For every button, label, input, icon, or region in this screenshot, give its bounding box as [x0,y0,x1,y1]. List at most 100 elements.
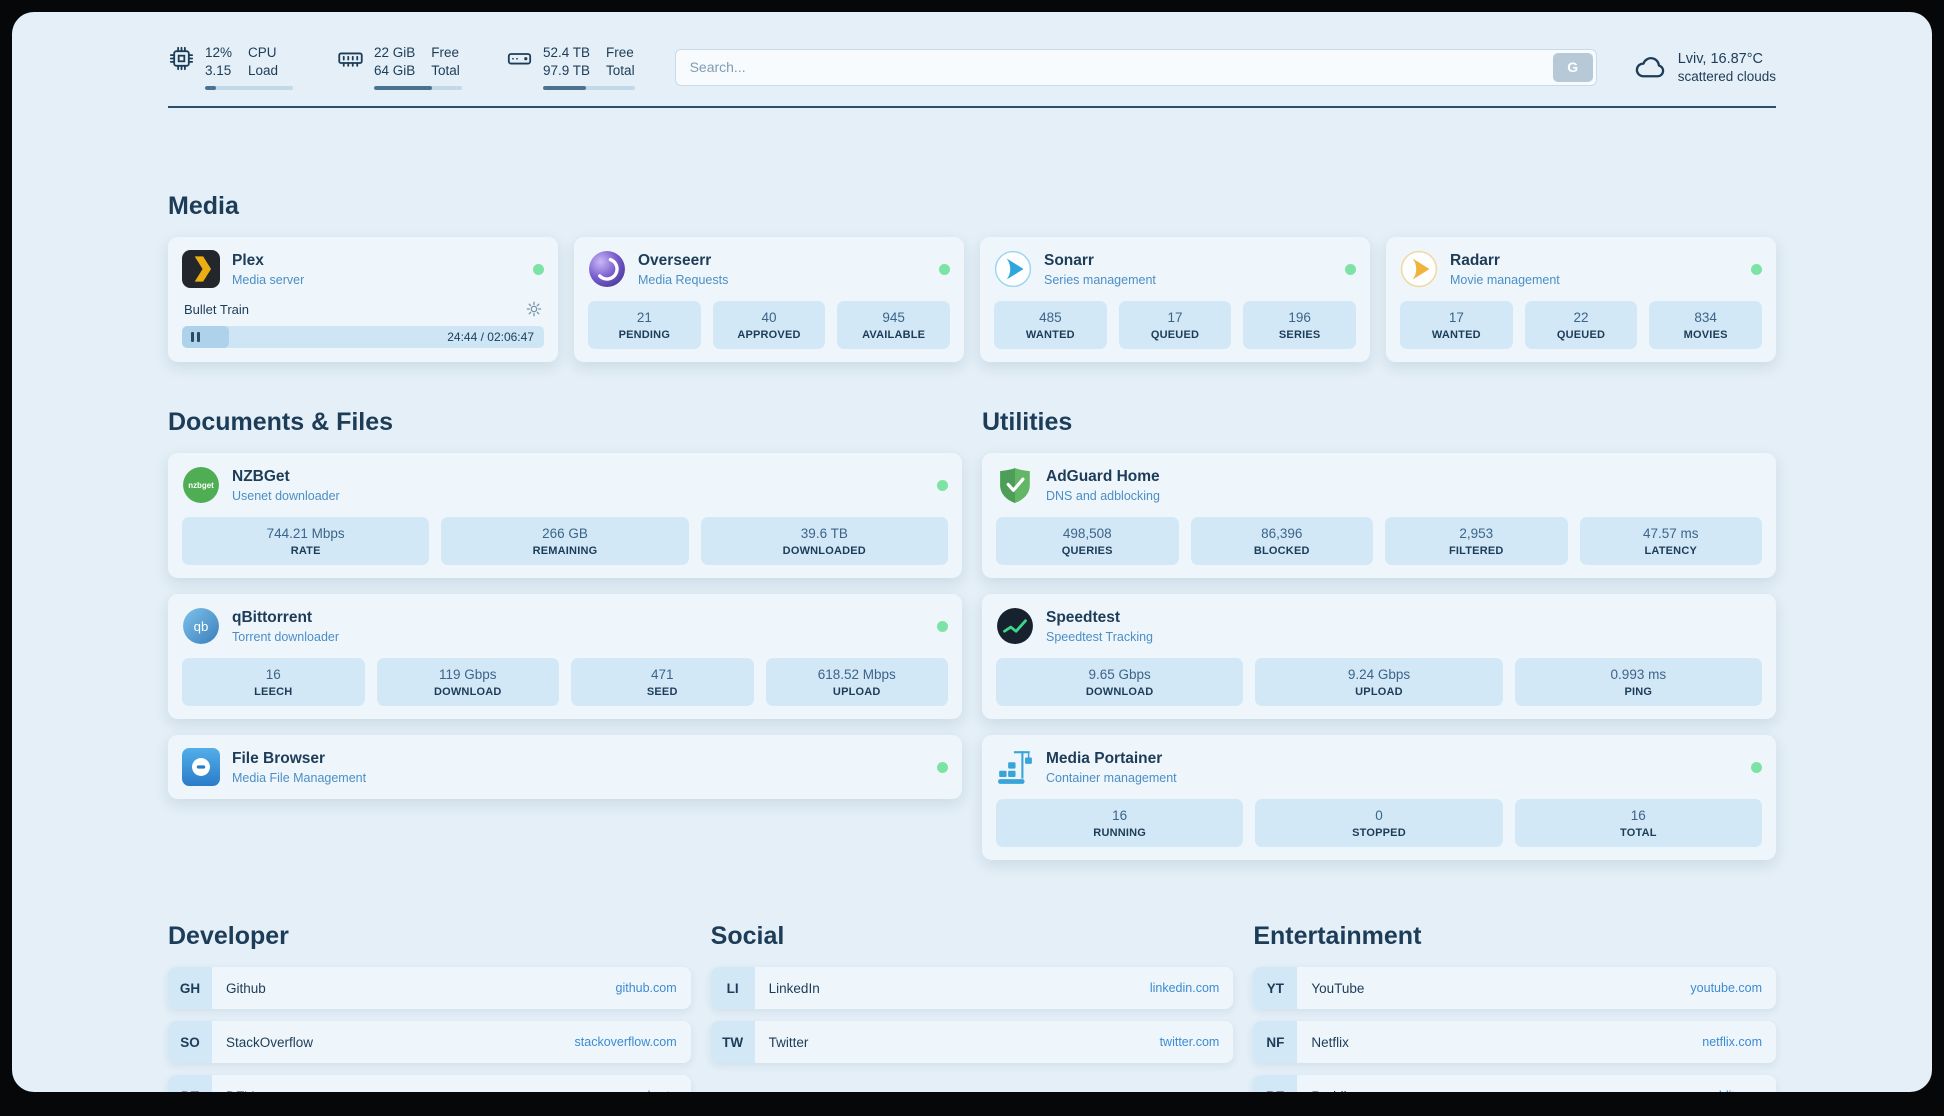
stat-label: UPLOAD [832,686,881,699]
app-subtitle: Series management [1044,272,1156,287]
overseerr-icon[interactable] [588,250,626,288]
disk-widget-body: 52.4 TB 97.9 TB Free Total [543,44,635,91]
stat-value: 86,396 [1261,526,1303,542]
stat-movies: 834 MOVIES [1649,301,1762,350]
sonarr-stats: 485 WANTED 17 QUEUED 196 SERIES [994,301,1356,350]
stat-blocked: 86,396 BLOCKED [1190,517,1373,566]
filebrowser-icon[interactable] [182,748,220,787]
cpu-chip-icon [168,45,195,72]
portainer-card: Media Portainer Container management 16 … [982,735,1776,861]
stat-value: 9.24 Gbps [1347,667,1411,683]
radarr-stats: 17 WANTED 22 QUEUED 834 MOVIES [1400,301,1762,350]
bookmark-netflix[interactable]: NF Netflix netflix.com [1253,1021,1776,1064]
portainer-stats: 16 RUNNING 0 STOPPED 16 TOTAL [996,799,1762,848]
status-dot [937,620,948,632]
playback-progress-bar[interactable]: 24:44 / 02:06:47 [182,326,544,349]
stat-upload: 9.24 Gbps UPLOAD [1255,658,1503,707]
bookmark-youtube[interactable]: YT YouTube youtube.com [1253,967,1776,1010]
bookmark-url[interactable]: youtube.com [1690,981,1762,996]
radarr-icon[interactable] [1400,250,1438,288]
bookmark-reddit[interactable]: RE Reddit reddit.com [1253,1075,1776,1092]
stat-label: QUEUED [1556,329,1606,342]
bookmark-github[interactable]: GH Github github.com [168,967,691,1010]
search-provider-button[interactable]: G [1552,52,1593,82]
disk-usage-bar-fill [543,86,587,91]
cpu-usage-value: 12% [205,45,233,60]
adguard-shield-icon[interactable] [996,466,1034,504]
bookmark-dev[interactable]: DT DEV dev.to [168,1075,691,1092]
bookmark-url[interactable]: github.com [615,981,677,996]
bookmark-twitter[interactable]: TW Twitter twitter.com [710,1021,1234,1064]
stat-value: 834 [1694,310,1717,326]
nzbget-icon[interactable]: nzbget [182,466,220,504]
app-name[interactable]: AdGuard Home [1046,467,1160,485]
stat-label: DOWNLOADED [782,545,866,558]
bookmark-url[interactable]: twitter.com [1159,1035,1220,1050]
qbittorrent-icon[interactable]: qb [182,607,220,645]
app-name[interactable]: File Browser [232,749,326,767]
gear-icon[interactable] [526,301,542,317]
disk-icon [506,45,533,72]
stat-value: 17 [1448,310,1464,326]
search-input[interactable] [674,48,1597,86]
stat-queued: 17 QUEUED [1118,301,1232,350]
app-name[interactable]: Plex [232,251,264,269]
portainer-icon[interactable] [996,748,1034,786]
disk-total-label: Total [606,63,635,79]
weather-condition: scattered clouds [1677,68,1776,84]
section-title-utilities: Utilities [982,408,1073,437]
stat-value: 498,508 [1062,526,1112,542]
bookmark-linkedin[interactable]: LI LinkedIn linkedin.com [710,967,1234,1010]
sonarr-icon[interactable] [994,250,1032,288]
svg-text:nzbget: nzbget [188,481,214,490]
bookmark-group-entertainment: Entertainment YT YouTube youtube.com NF … [1253,922,1776,1092]
stat-value: 47.57 ms [1642,526,1699,542]
playback-progress-fill [182,326,230,349]
bookmark-stackoverflow[interactable]: SO StackOverflow stackoverflow.com [168,1021,691,1064]
memory-icon [337,45,364,72]
bookmark-url[interactable]: netflix.com [1702,1035,1762,1050]
plex-icon[interactable] [182,250,220,289]
memory-usage-bar [374,86,462,91]
stat-value: 266 GB [542,526,588,542]
stat-stopped: 0 STOPPED [1255,799,1503,848]
app-name[interactable]: qBittorrent [232,608,313,626]
pause-icon[interactable] [191,332,200,343]
radarr-card: Radarr Movie management 17 WANTED 22 QUE… [1386,237,1776,363]
stat-value: 2,953 [1459,526,1494,542]
app-name[interactable]: Speedtest [1046,608,1121,626]
bookmark-url[interactable]: linkedin.com [1149,981,1220,996]
portainer-card-header: Media Portainer Container management [996,748,1762,786]
stat-label: APPROVED [737,329,801,342]
section-utilities: Utilities AdGuard Home DNS and adblockin… [982,408,1776,861]
bookmark-abbr: RE [1253,1075,1298,1092]
stat-available: 945 AVAILABLE [837,301,950,350]
svg-text:qb: qb [194,619,209,634]
status-dot [1345,263,1356,275]
bookmark-url[interactable]: dev.to [644,1089,677,1092]
status-dot [533,263,544,275]
app-name[interactable]: Media Portainer [1046,749,1163,767]
memory-total-value: 64 GiB [374,63,416,79]
bookmark-group-social: Social LI LinkedIn linkedin.com TW Twitt… [710,922,1234,1092]
bookmark-url[interactable]: stackoverflow.com [574,1035,677,1050]
app-name[interactable]: Overseerr [638,251,712,269]
speedtest-stats: 9.65 Gbps DOWNLOAD 9.24 Gbps UPLOAD 0.99… [996,658,1762,707]
speedtest-icon[interactable] [996,607,1034,645]
disk-free-value: 52.4 TB [543,45,591,60]
bookmark-name: DEV [226,1089,254,1092]
section-title-documents: Documents & Files [168,408,394,437]
app-name[interactable]: NZBGet [232,467,290,485]
filebrowser-card-header: File Browser Media File Management [182,748,948,787]
bookmark-url[interactable]: reddit.com [1704,1089,1762,1092]
app-name[interactable]: Radarr [1450,251,1500,269]
dashboard-content: 12% 3.15 CPU Load [168,12,1776,1092]
bookmark-groups: Developer GH Github github.com SO StackO… [168,922,1776,1092]
bookmark-abbr: DT [168,1075,212,1092]
disk-widget: 52.4 TB 97.9 TB Free Total [506,44,635,91]
app-name[interactable]: Sonarr [1044,251,1094,269]
stat-remaining: 266 GB REMAINING [441,517,689,566]
app-subtitle: Movie management [1450,272,1560,287]
stat-wanted: 485 WANTED [994,301,1107,350]
plex-now-playing: Bullet Train 24:44 / 02:06:47 [182,298,544,349]
